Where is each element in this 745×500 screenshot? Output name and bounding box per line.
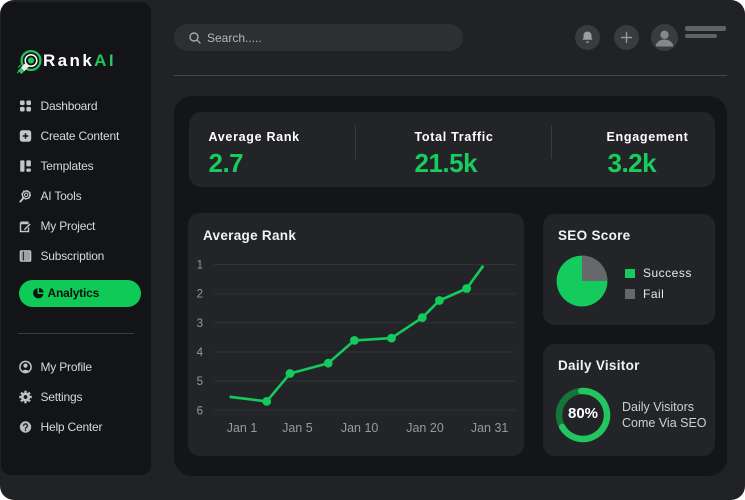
svg-text:Jan 10: Jan 10 xyxy=(341,421,379,435)
svg-text:3: 3 xyxy=(197,318,203,330)
svg-text:Jan 31: Jan 31 xyxy=(471,421,509,435)
svg-text:4: 4 xyxy=(197,347,204,359)
svg-text:2: 2 xyxy=(197,289,203,301)
svg-text:1: 1 xyxy=(197,260,203,272)
svg-text:Jan 5: Jan 5 xyxy=(282,421,313,435)
svg-text:6: 6 xyxy=(197,405,203,417)
svg-text:Jan 1: Jan 1 xyxy=(227,421,258,435)
svg-text:5: 5 xyxy=(197,376,203,388)
svg-text:Jan 20: Jan 20 xyxy=(406,421,444,435)
